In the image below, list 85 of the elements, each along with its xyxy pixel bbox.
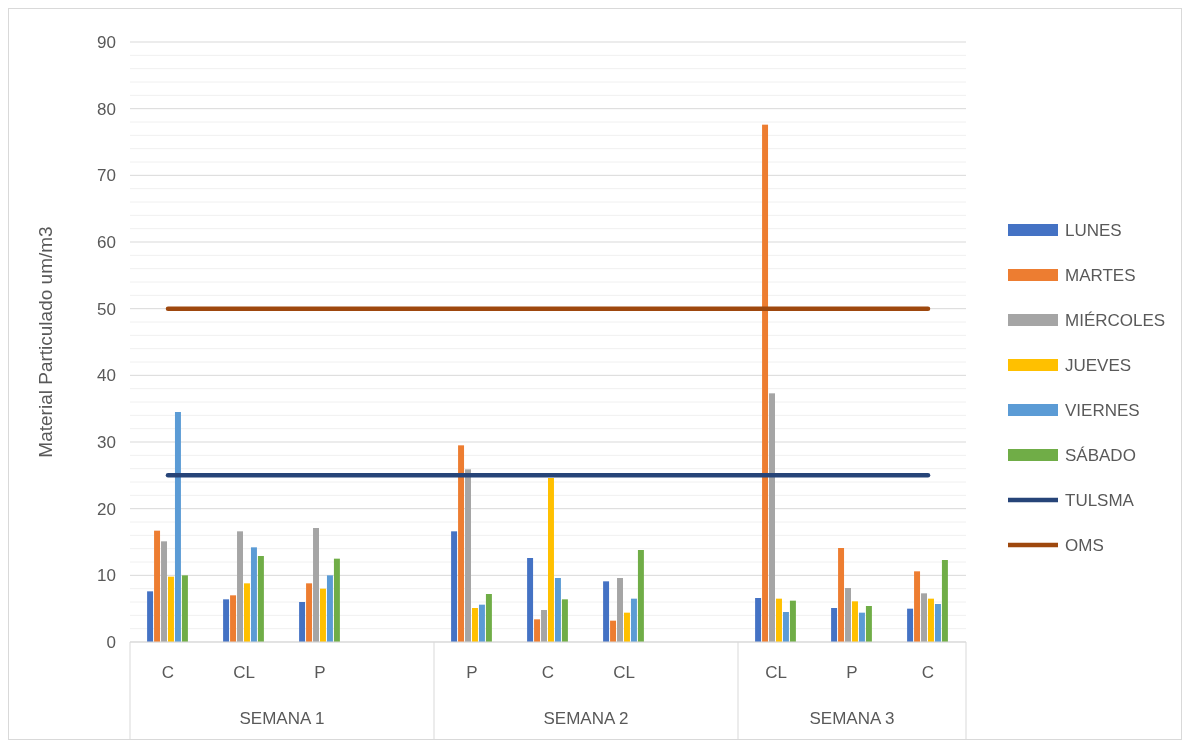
y-tick-label: 60 — [97, 232, 116, 252]
bar — [451, 531, 458, 642]
bar — [617, 578, 623, 642]
bar — [534, 619, 541, 642]
bar — [610, 620, 617, 642]
x-tick-label: P — [466, 663, 478, 682]
bar — [257, 556, 264, 642]
bar — [554, 578, 561, 642]
bar — [541, 610, 547, 642]
bar — [548, 478, 554, 642]
y-tick-label: 80 — [97, 99, 116, 119]
y-axis-title: Material Particulado um/m3 — [35, 226, 56, 458]
bar — [907, 608, 914, 642]
bar — [472, 608, 478, 642]
bar — [561, 599, 568, 642]
x-tick-label: CL — [233, 663, 255, 682]
y-tick-label: 90 — [97, 32, 116, 52]
x-tick-label: CL — [613, 663, 635, 682]
bar — [333, 558, 340, 642]
bar — [776, 598, 782, 642]
legend-label: MARTES — [1065, 265, 1136, 285]
bar — [478, 604, 485, 642]
bar — [313, 528, 319, 642]
bar — [858, 612, 865, 642]
bar — [174, 412, 181, 642]
bar — [223, 599, 230, 642]
x-tick-label: C — [161, 663, 175, 682]
bar — [637, 550, 644, 642]
bar — [465, 469, 471, 642]
bar — [831, 608, 838, 642]
bar — [838, 548, 845, 642]
bar — [934, 604, 941, 642]
text: SEMANA 3 — [809, 709, 895, 728]
bar — [789, 600, 796, 642]
bar — [603, 581, 610, 642]
legend-label: MIÉRCOLES — [1065, 310, 1166, 330]
bar — [852, 601, 858, 642]
legend-label: LUNES — [1065, 220, 1122, 240]
bar — [181, 575, 188, 642]
legend-label: VIERNES — [1065, 400, 1140, 420]
legend-label: TULSMA — [1065, 490, 1135, 510]
bar — [244, 583, 250, 642]
bar — [326, 575, 333, 642]
bar — [769, 393, 775, 642]
legend-label: JUEVES — [1065, 355, 1132, 375]
bar — [782, 612, 789, 642]
legend-label: SÁBADO — [1065, 445, 1136, 465]
bar — [230, 595, 237, 642]
legend-label: OMS — [1065, 535, 1104, 555]
y-tick-label: 40 — [97, 366, 116, 386]
bar — [250, 547, 257, 642]
bar — [237, 531, 243, 642]
y-tick-label: 10 — [97, 566, 116, 586]
bar — [914, 571, 921, 642]
bar — [306, 583, 313, 642]
bar — [921, 593, 927, 642]
x-tick-label: P — [314, 663, 326, 682]
bar — [161, 541, 167, 642]
x-tick-label: P — [846, 663, 858, 682]
x-tick-label: CL — [765, 663, 787, 682]
bar — [865, 606, 872, 642]
bar — [630, 598, 637, 642]
bar — [154, 530, 161, 642]
y-tick-label: 30 — [97, 432, 116, 452]
bar — [762, 124, 769, 642]
y-tick-label: 0 — [106, 632, 116, 652]
bar — [458, 445, 465, 642]
bar — [320, 588, 326, 642]
bar — [147, 591, 154, 642]
bar — [928, 598, 934, 642]
y-tick-label: 70 — [97, 166, 116, 186]
bar — [527, 558, 534, 642]
x-tick-label: C — [921, 663, 935, 682]
bar — [168, 576, 174, 642]
text: SEMANA 2 — [543, 709, 629, 728]
y-tick-label: 20 — [97, 499, 116, 519]
text: SEMANA 1 — [239, 709, 325, 728]
bar — [299, 602, 306, 642]
bar — [845, 588, 851, 642]
bar — [755, 598, 762, 642]
bar — [624, 612, 630, 642]
bar — [485, 594, 492, 642]
bar — [941, 560, 948, 642]
y-tick-label: 50 — [97, 299, 116, 319]
x-tick-label: C — [541, 663, 555, 682]
